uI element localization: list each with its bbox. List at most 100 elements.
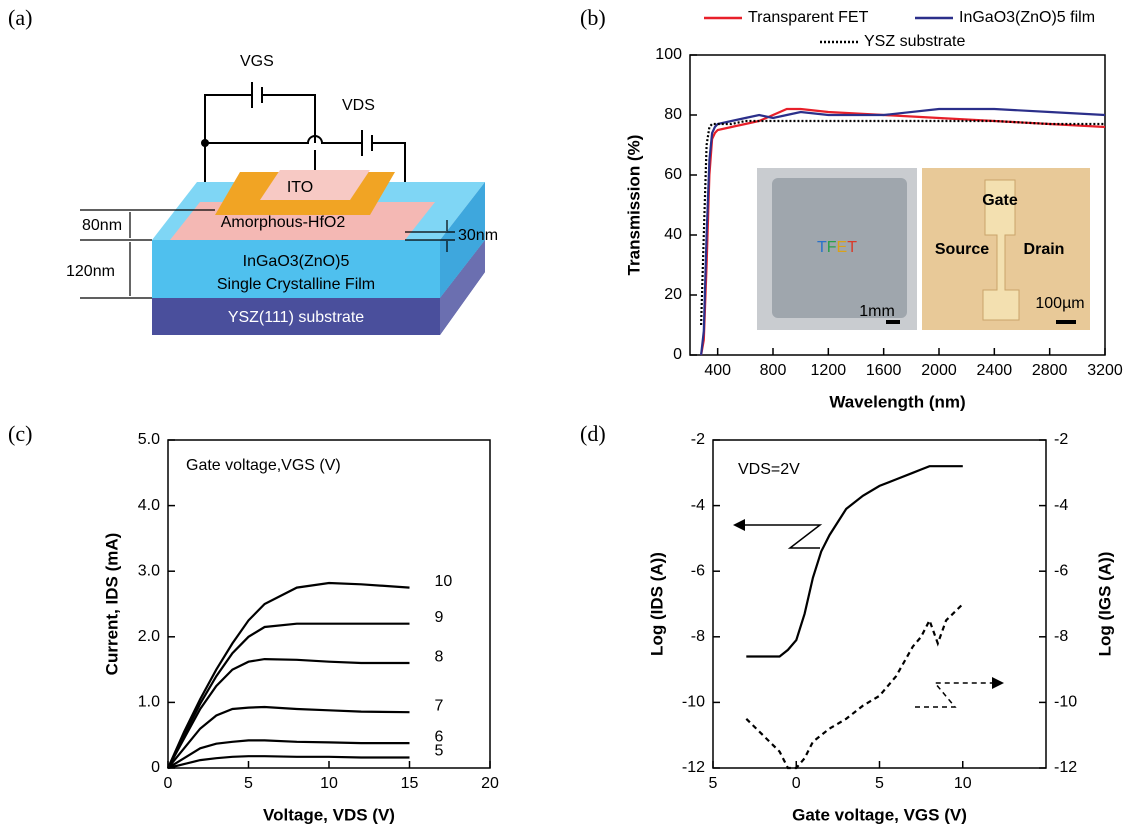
thickness-label: 80nm bbox=[82, 217, 122, 234]
annotation: Drain bbox=[1024, 241, 1065, 258]
x-tick-label: 5 bbox=[875, 775, 884, 792]
series-line bbox=[746, 465, 963, 658]
y-tick-label: -10 bbox=[682, 694, 705, 711]
y-tick-label: 3.0 bbox=[138, 562, 160, 579]
annotation-letter: E bbox=[837, 239, 848, 256]
y-tick-label: -2 bbox=[691, 431, 705, 448]
x-tick-label: 0 bbox=[164, 775, 173, 792]
y-tick-label: 4.0 bbox=[138, 497, 160, 514]
y-tick-label: 1.0 bbox=[138, 694, 160, 711]
x-tick-label: 1200 bbox=[811, 362, 847, 379]
series-label: 9 bbox=[435, 609, 444, 626]
series-line bbox=[166, 581, 410, 769]
x-tick-label: 10 bbox=[954, 775, 972, 792]
y-tick-label: -8 bbox=[691, 628, 705, 645]
annotation: Gate bbox=[982, 192, 1018, 209]
y2-tick-label: -12 bbox=[1054, 759, 1077, 776]
series-label: 10 bbox=[435, 573, 453, 590]
x-tick-label: 5 bbox=[709, 775, 718, 792]
annotation: TFET bbox=[817, 239, 857, 256]
series-line bbox=[167, 657, 410, 769]
annotation: Gate voltage,VGS (V) bbox=[186, 457, 341, 474]
series-line bbox=[167, 739, 410, 769]
y-tick-label: -6 bbox=[691, 562, 705, 579]
arrow bbox=[740, 524, 823, 549]
plot-frame bbox=[689, 54, 1106, 356]
panel-label: (a) bbox=[8, 5, 32, 30]
film-side bbox=[440, 182, 485, 298]
plot-frame bbox=[167, 439, 491, 769]
substrate-front bbox=[152, 298, 440, 335]
wire bbox=[204, 135, 406, 210]
x-axis-label: Voltage, VDS (V) bbox=[263, 805, 395, 824]
x-tick-label: 10 bbox=[320, 775, 338, 792]
series-line bbox=[745, 603, 964, 770]
annotation: VDS=2V bbox=[738, 461, 800, 478]
x-tick-label: 3200 bbox=[1087, 362, 1123, 379]
arrowhead bbox=[992, 677, 1004, 689]
y-axis-label: Current, IDS (mA) bbox=[102, 533, 121, 676]
x-tick-label: 0 bbox=[792, 775, 801, 792]
panel-label: (d) bbox=[580, 421, 606, 446]
annotation-letter: T bbox=[817, 239, 827, 256]
x-tick-label: 800 bbox=[760, 362, 787, 379]
y-axis-label: Transmission (%) bbox=[624, 135, 643, 276]
vgs-label: VGS bbox=[240, 53, 274, 70]
thickness-label: 30nm bbox=[458, 227, 498, 244]
y-axis-label: Log (IDS (A)) bbox=[647, 552, 666, 656]
electrode-pattern bbox=[982, 179, 1020, 321]
annotation: Source bbox=[935, 241, 989, 258]
film-label: InGaO3(ZnO)5 bbox=[243, 253, 350, 270]
y-tick-label: 80 bbox=[664, 106, 682, 123]
series-line bbox=[167, 705, 410, 769]
ito-label: ITO bbox=[287, 179, 313, 196]
series-line bbox=[167, 622, 410, 769]
panel-label: (c) bbox=[8, 421, 32, 446]
arrowhead bbox=[733, 519, 745, 531]
series-line bbox=[700, 119, 1105, 326]
x-tick-label: 20 bbox=[481, 775, 499, 792]
series-label: 8 bbox=[435, 648, 444, 665]
series-line bbox=[167, 755, 410, 770]
annotation: 1mm bbox=[859, 303, 895, 320]
hfo2-label: Amorphous-HfO2 bbox=[221, 214, 346, 231]
y-tick-label: -4 bbox=[691, 497, 705, 514]
annotation-letter: T bbox=[847, 239, 857, 256]
substrate-side bbox=[440, 240, 485, 335]
series-label: 5 bbox=[435, 743, 444, 760]
panel-label: (b) bbox=[580, 5, 606, 30]
x-tick-label: 5 bbox=[244, 775, 253, 792]
node bbox=[201, 139, 209, 147]
film-front bbox=[152, 240, 440, 298]
arrow bbox=[915, 682, 995, 708]
plot-frame bbox=[712, 439, 1047, 769]
legend-label: InGaO3(ZnO)5 film bbox=[959, 9, 1095, 26]
y-tick-label: 60 bbox=[664, 166, 682, 183]
x-axis-label: Gate voltage, VGS (V) bbox=[792, 805, 967, 824]
legend-label: YSZ substrate bbox=[864, 33, 965, 50]
series-line bbox=[700, 107, 1106, 356]
y-tick-label: 20 bbox=[664, 286, 682, 303]
y2-tick-label: -4 bbox=[1054, 497, 1068, 514]
annotation: 100µm bbox=[1035, 295, 1084, 312]
x-tick-label: 15 bbox=[401, 775, 419, 792]
y2-tick-label: -10 bbox=[1054, 694, 1077, 711]
y-tick-label: 0 bbox=[673, 346, 682, 363]
y-tick-label: 5.0 bbox=[138, 431, 160, 448]
series-label: 6 bbox=[435, 728, 444, 745]
x-tick-label: 2800 bbox=[1032, 362, 1068, 379]
scale-bar bbox=[886, 320, 900, 324]
substrate-label: YSZ(111) substrate bbox=[228, 309, 364, 326]
y-tick-label: 100 bbox=[655, 46, 682, 63]
y2-tick-label: -8 bbox=[1054, 628, 1068, 645]
vds-label: VDS bbox=[342, 97, 375, 114]
scale-bar bbox=[1056, 320, 1076, 324]
y-tick-label: -12 bbox=[682, 759, 705, 776]
y-tick-label: 0 bbox=[151, 759, 160, 776]
legend-label: Transparent FET bbox=[748, 9, 869, 26]
dimension-line bbox=[80, 209, 455, 299]
y-tick-label: 2.0 bbox=[138, 628, 160, 645]
x-tick-label: 400 bbox=[704, 362, 731, 379]
